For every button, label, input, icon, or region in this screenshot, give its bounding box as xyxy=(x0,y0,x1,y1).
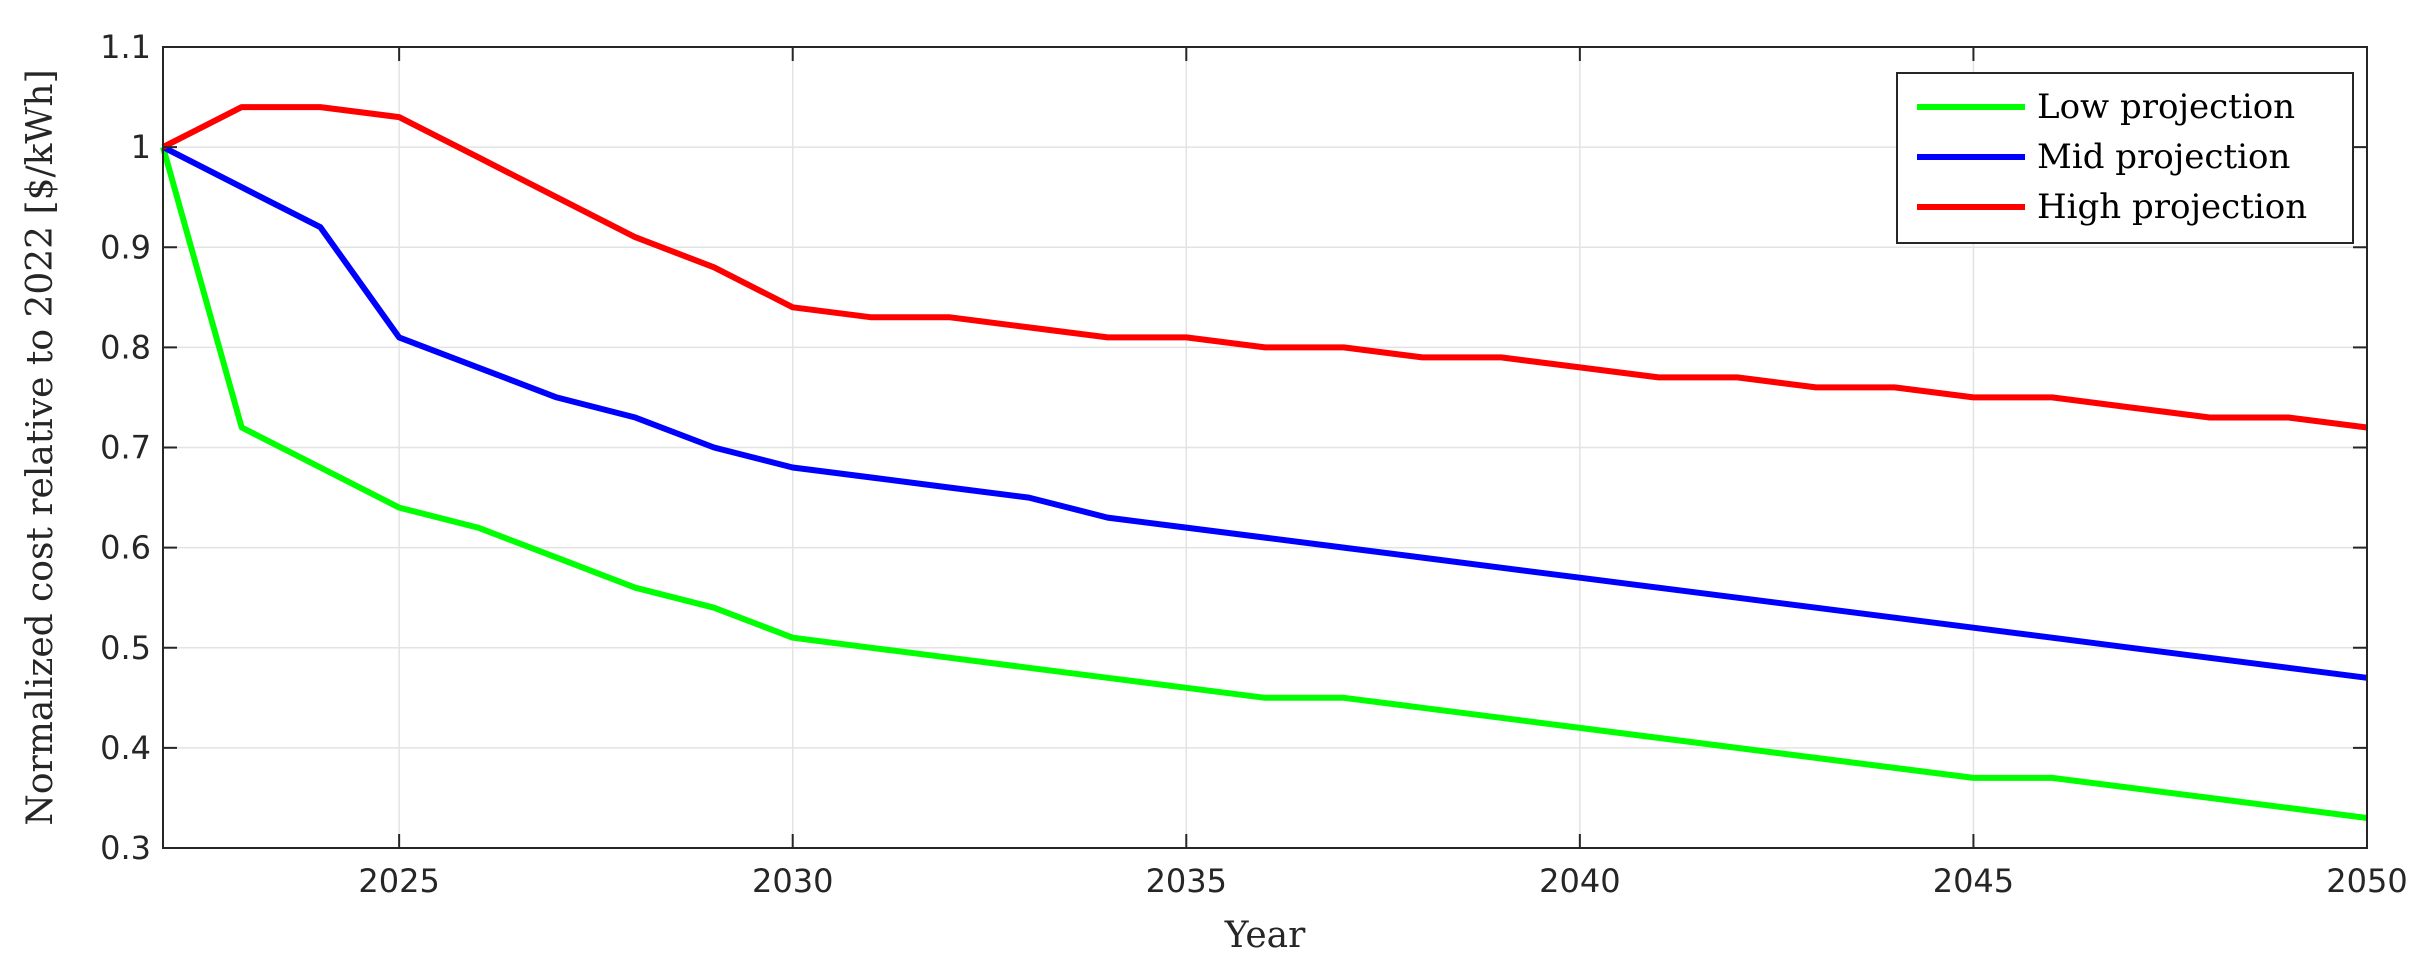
series-lines xyxy=(160,104,2368,821)
series-line-high-projection xyxy=(161,104,2368,431)
series-line-low-projection xyxy=(160,146,2368,821)
y-tick-label: 0.8 xyxy=(100,328,151,366)
y-tick-label: 0.7 xyxy=(100,429,151,467)
x-axis-title: Year xyxy=(1224,915,1306,956)
y-tick-label: 0.9 xyxy=(100,228,151,266)
y-tick-label: 0.6 xyxy=(100,529,151,567)
x-tick-label: 2045 xyxy=(1933,862,2014,900)
legend-label: Low projection xyxy=(2037,87,2295,127)
y-tick-label: 1 xyxy=(131,128,151,166)
legend-label: Mid projection xyxy=(2037,137,2290,177)
y-axis-title: Normalized cost relative to 2022 [$/kWh] xyxy=(20,69,61,825)
legend-label: High projection xyxy=(2037,187,2307,227)
x-tick-label: 2050 xyxy=(2326,862,2407,900)
y-tick-label: 1.1 xyxy=(100,28,151,66)
x-tick-label: 2030 xyxy=(752,862,833,900)
axes: 2025 2030 2035 2040 2045 2050 0.3 0.4 0.5 0.6 0.7 0… xyxy=(100,28,2408,900)
legend: Low projection Mid projection High project… xyxy=(1896,72,2354,244)
series-line-mid-projection xyxy=(161,144,2368,681)
y-tick-label: 0.3 xyxy=(100,829,151,867)
x-tick-label: 2040 xyxy=(1539,862,1620,900)
y-tick-label: 0.4 xyxy=(100,729,151,767)
x-tick-label: 2025 xyxy=(358,862,439,900)
y-tick-label: 0.5 xyxy=(100,629,151,667)
x-tick-label: 2035 xyxy=(1146,862,1227,900)
